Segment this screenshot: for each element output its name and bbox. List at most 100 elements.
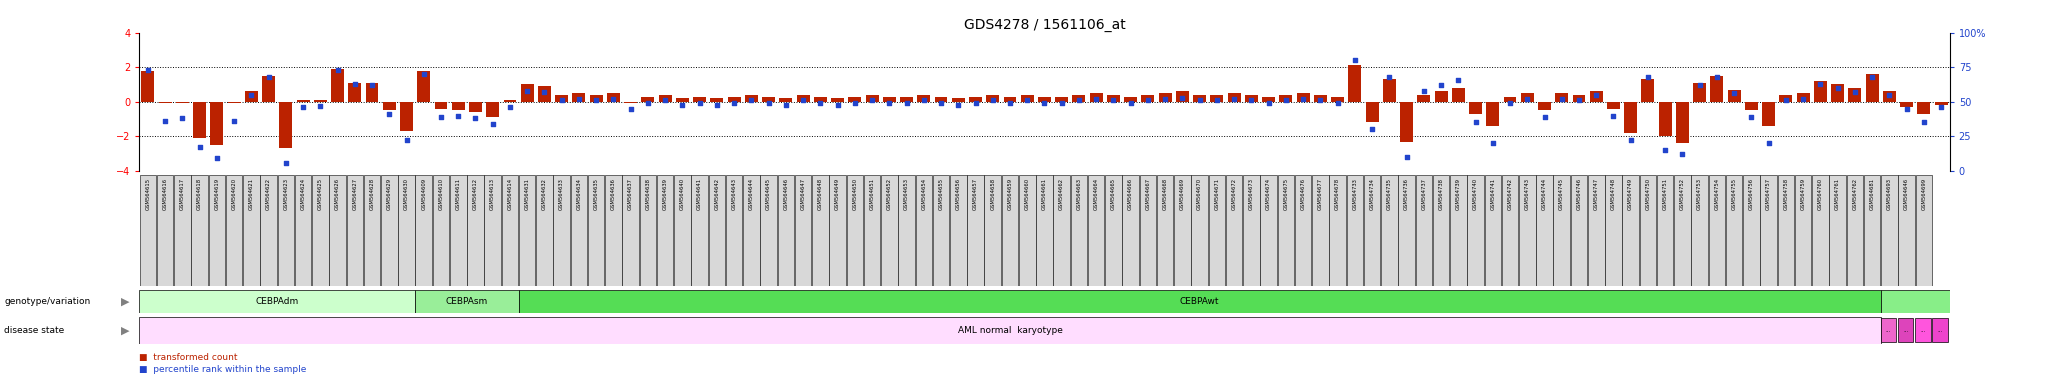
Text: GSM564634: GSM564634 [575, 178, 582, 210]
Point [303, 103, 336, 109]
Text: GSM564699: GSM564699 [1921, 178, 1927, 210]
Point [907, 97, 940, 103]
Bar [1108, 95, 1120, 102]
Bar [1450, 175, 1466, 286]
Point [1649, 147, 1681, 153]
Bar [1917, 102, 1931, 114]
Bar [1452, 88, 1464, 102]
Point [1321, 100, 1354, 106]
Bar [623, 175, 639, 286]
Point [1425, 82, 1458, 88]
Point [1063, 97, 1096, 103]
Point [1219, 96, 1251, 102]
Bar [674, 175, 690, 286]
Point [442, 113, 475, 119]
Bar [176, 102, 188, 104]
Point [700, 101, 733, 108]
Point [1667, 151, 1700, 157]
Point [459, 115, 492, 121]
Bar [1141, 95, 1155, 102]
Bar [1501, 175, 1518, 286]
Bar [1710, 76, 1724, 102]
Bar [709, 175, 725, 286]
Point [563, 96, 596, 102]
Bar [367, 83, 379, 102]
Text: CEBPAsm: CEBPAsm [446, 297, 487, 306]
Text: GSM564756: GSM564756 [1749, 178, 1753, 210]
Point [1614, 137, 1647, 144]
Text: GSM564655: GSM564655 [938, 178, 944, 210]
Text: GSM564640: GSM564640 [680, 178, 684, 210]
Bar [1554, 93, 1569, 102]
Bar [1176, 91, 1190, 102]
Bar [1227, 93, 1241, 102]
Bar [418, 71, 430, 102]
Bar [397, 175, 416, 286]
Text: GSM564638: GSM564638 [645, 178, 651, 210]
Bar [1898, 175, 1915, 286]
Text: ▶: ▶ [121, 325, 129, 335]
Text: GSM564674: GSM564674 [1266, 178, 1272, 210]
Bar [1587, 175, 1604, 286]
Point [1028, 100, 1061, 106]
Bar [987, 95, 999, 102]
Bar [1001, 175, 1018, 286]
Point [1597, 113, 1630, 119]
Text: GSM564745: GSM564745 [1559, 178, 1565, 210]
Bar [1692, 175, 1708, 286]
Bar [1554, 175, 1571, 286]
Point [752, 100, 784, 106]
Bar [1313, 175, 1329, 286]
Point [993, 100, 1026, 106]
Text: GSM564755: GSM564755 [1733, 178, 1737, 210]
Text: GSM564681: GSM564681 [1870, 178, 1874, 210]
Text: GSM564743: GSM564743 [1526, 178, 1530, 210]
Point [182, 144, 215, 151]
Text: GSM564738: GSM564738 [1438, 178, 1444, 210]
Point [166, 115, 199, 121]
Bar [211, 102, 223, 145]
Bar [1726, 175, 1743, 286]
Point [649, 97, 682, 103]
Point [1200, 97, 1233, 103]
Bar [813, 97, 827, 102]
Bar [1038, 97, 1051, 102]
Bar [1434, 175, 1450, 286]
Point [1458, 119, 1491, 126]
Bar [831, 98, 844, 102]
Bar [1657, 175, 1673, 286]
Bar [625, 102, 637, 104]
Bar [1210, 95, 1223, 102]
Bar [657, 175, 674, 286]
Bar [467, 175, 483, 286]
Bar [1880, 318, 1896, 343]
Text: ...: ... [1903, 328, 1909, 333]
Bar [434, 102, 446, 109]
Bar [190, 175, 209, 286]
Bar [174, 175, 190, 286]
Bar [1036, 175, 1053, 286]
Text: GSM564616: GSM564616 [162, 178, 168, 210]
Text: GSM564735: GSM564735 [1386, 178, 1393, 210]
Bar [1004, 97, 1016, 102]
Point [1286, 96, 1319, 102]
Bar [711, 98, 723, 102]
Bar [537, 175, 553, 286]
Bar [1315, 95, 1327, 102]
Bar [1761, 175, 1778, 286]
Bar [848, 97, 862, 102]
Bar [1208, 175, 1225, 286]
Bar [1589, 91, 1604, 102]
Text: GSM564751: GSM564751 [1663, 178, 1667, 210]
Point [924, 100, 956, 106]
Text: GSM564621: GSM564621 [250, 178, 254, 210]
Bar [573, 93, 586, 102]
Bar [1880, 290, 1950, 313]
Point [1391, 154, 1423, 160]
Bar [1329, 175, 1346, 286]
Bar [1380, 175, 1397, 286]
Point [424, 114, 457, 120]
Text: GSM564630: GSM564630 [403, 178, 410, 210]
Text: GSM564662: GSM564662 [1059, 178, 1065, 210]
Point [131, 67, 164, 73]
